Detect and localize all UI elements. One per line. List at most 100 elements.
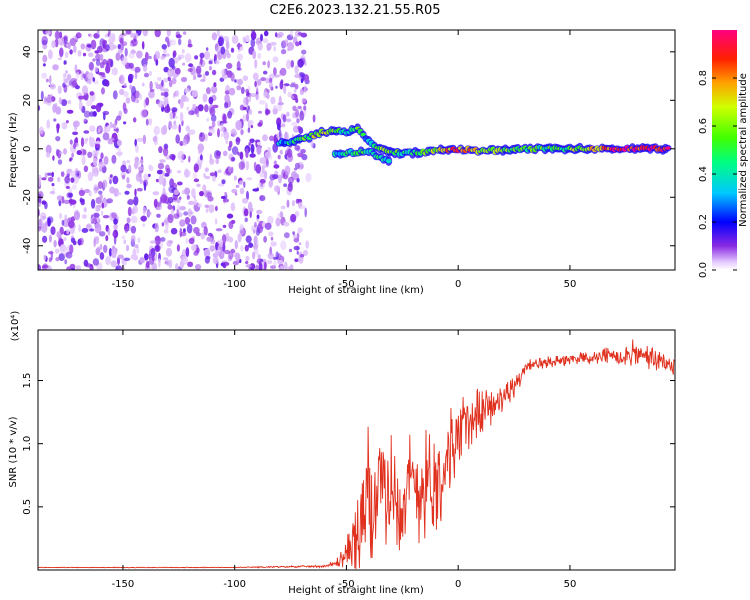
- noise-speckle: [245, 235, 252, 243]
- noise-speckle: [156, 213, 161, 218]
- noise-speckle: [74, 123, 78, 131]
- noise-speckle: [52, 64, 59, 71]
- noise-speckle: [101, 87, 105, 95]
- noise-speckle: [230, 219, 236, 224]
- spectrogram-x-label: Height of straight line (km): [288, 285, 424, 296]
- noise-speckle: [112, 123, 117, 129]
- noise-speckle: [239, 151, 244, 160]
- noise-speckle: [149, 88, 155, 93]
- noise-speckle: [291, 95, 294, 100]
- noise-speckle: [287, 41, 295, 51]
- noise-speckle: [239, 187, 245, 195]
- noise-speckle: [95, 247, 101, 256]
- noise-speckle: [258, 262, 263, 270]
- spectrogram-y-ticks: -40 -20 0 20 40: [22, 45, 675, 254]
- noise-speckle: [82, 52, 87, 57]
- noise-speckle: [90, 198, 96, 209]
- noise-speckle: [176, 170, 182, 174]
- noise-speckle: [96, 45, 103, 54]
- noise-speckle: [87, 72, 94, 80]
- noise-speckle: [41, 177, 47, 181]
- noise-speckle: [130, 215, 138, 224]
- noise-speckle: [242, 106, 247, 111]
- noise-speckle: [235, 137, 241, 143]
- noise-speckle: [69, 139, 73, 145]
- noise-speckle: [266, 159, 269, 168]
- noise-speckle: [296, 251, 299, 255]
- noise-speckle: [183, 211, 189, 216]
- noise-speckle: [186, 223, 193, 234]
- noise-speckle: [69, 197, 73, 207]
- noise-speckle: [155, 84, 163, 90]
- noise-speckle: [254, 221, 257, 228]
- noise-speckle: [269, 174, 276, 181]
- noise-speckle: [174, 57, 179, 64]
- colorbar-label: Normalized spectral amplitude: [738, 73, 749, 227]
- noise-speckle: [222, 242, 226, 252]
- noise-speckle: [275, 217, 281, 227]
- noise-speckle: [95, 53, 101, 61]
- noise-speckle: [99, 193, 103, 200]
- noise-speckle: [142, 82, 145, 87]
- noise-speckle: [246, 190, 249, 201]
- noise-speckle: [126, 176, 130, 184]
- noise-speckle: [228, 236, 234, 243]
- noise-speckle: [157, 162, 165, 170]
- noise-speckle: [179, 219, 186, 227]
- noise-speckle: [174, 67, 181, 75]
- noise-speckle: [66, 120, 69, 124]
- noise-speckle: [133, 117, 137, 123]
- noise-speckle: [233, 175, 237, 181]
- noise-speckle: [169, 112, 174, 120]
- noise-speckle: [208, 204, 215, 214]
- noise-speckle: [125, 30, 132, 35]
- spectrogram-marks: [38, 30, 672, 270]
- noise-speckle: [154, 222, 159, 233]
- noise-speckle: [59, 151, 63, 155]
- noise-speckle: [191, 188, 196, 198]
- noise-speckle: [266, 259, 273, 265]
- noise-speckle: [301, 97, 307, 103]
- noise-speckle: [192, 89, 198, 98]
- noise-speckle: [294, 145, 301, 151]
- noise-speckle: [142, 63, 148, 72]
- noise-speckle: [254, 59, 258, 69]
- noise-speckle: [180, 159, 184, 163]
- noise-speckle: [179, 206, 187, 211]
- noise-speckle: [223, 48, 229, 56]
- noise-speckle: [66, 109, 74, 114]
- noise-speckle: [80, 43, 86, 50]
- noise-speckle: [123, 257, 131, 261]
- noise-speckle: [299, 88, 304, 96]
- noise-speckle: [182, 228, 186, 234]
- noise-speckle: [204, 204, 210, 208]
- noise-speckle: [254, 80, 257, 88]
- chart-title: C2E6.2023.132.21.55.R05: [269, 3, 440, 18]
- noise-speckle: [181, 189, 186, 195]
- noise-speckle: [41, 265, 49, 269]
- noise-speckle: [181, 255, 189, 265]
- noise-speckle: [300, 164, 304, 169]
- noise-speckle: [222, 150, 228, 157]
- noise-speckle: [40, 212, 47, 221]
- noise-speckle: [83, 165, 89, 173]
- noise-speckle: [212, 256, 219, 265]
- noise-speckle: [51, 183, 55, 187]
- noise-speckle: [168, 79, 173, 88]
- noise-speckle: [71, 267, 76, 270]
- noise-speckle: [58, 199, 62, 207]
- noise-speckle: [61, 122, 68, 130]
- noise-speckle: [305, 172, 312, 183]
- noise-speckle: [215, 243, 220, 247]
- noise-speckle: [265, 77, 271, 84]
- noise-speckle: [135, 144, 139, 153]
- noise-speckle: [222, 113, 227, 123]
- snr-series-line: [38, 339, 675, 570]
- noise-speckle: [249, 153, 256, 158]
- noise-speckle: [68, 187, 73, 194]
- noise-speckle: [248, 94, 252, 103]
- noise-speckle: [168, 240, 174, 244]
- noise-speckle: [128, 62, 134, 69]
- y-tick-label: 0.5: [22, 499, 33, 515]
